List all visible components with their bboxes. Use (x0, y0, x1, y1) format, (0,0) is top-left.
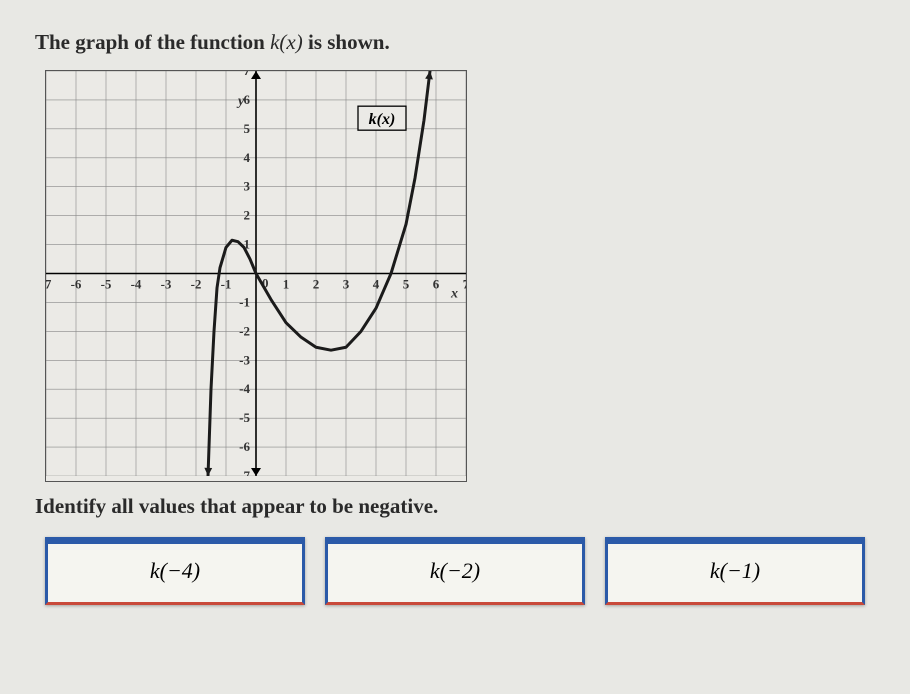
svg-text:5: 5 (403, 277, 410, 292)
svg-text:y: y (236, 94, 245, 109)
svg-text:-3: -3 (239, 352, 250, 367)
svg-text:-7: -7 (239, 468, 250, 476)
chart-svg: -7-6-5-4-3-2-101234567-7-6-5-4-3-2-11234… (46, 71, 466, 476)
answer-label: k(−1) (710, 558, 760, 583)
svg-text:5: 5 (244, 121, 251, 136)
svg-text:-3: -3 (161, 277, 172, 292)
svg-text:-5: -5 (101, 277, 112, 292)
svg-text:7: 7 (244, 71, 251, 78)
svg-text:-4: -4 (131, 277, 142, 292)
svg-text:-1: -1 (221, 277, 232, 292)
svg-text:7: 7 (463, 277, 466, 292)
answer-option-2[interactable]: k(−2) (325, 537, 585, 605)
answer-row: k(−4) k(−2) k(−1) (35, 537, 875, 605)
svg-text:-1: -1 (239, 294, 250, 309)
svg-text:3: 3 (244, 179, 251, 194)
prompt-post: is shown. (308, 30, 390, 54)
svg-text:6: 6 (433, 277, 440, 292)
svg-text:-6: -6 (71, 277, 82, 292)
instruction-text: Identify all values that appear to be ne… (35, 494, 875, 519)
svg-text:1: 1 (283, 277, 290, 292)
svg-text:-7: -7 (46, 277, 52, 292)
prompt-text: The graph of the function k(x) is shown. (35, 30, 875, 55)
answer-label: k(−2) (430, 558, 480, 583)
svg-text:-4: -4 (239, 381, 250, 396)
answer-option-1[interactable]: k(−4) (45, 537, 305, 605)
svg-text:6: 6 (244, 92, 251, 107)
prompt-pre: The graph of the function (35, 30, 265, 54)
svg-text:-6: -6 (239, 439, 250, 454)
svg-text:2: 2 (244, 208, 251, 223)
svg-text:3: 3 (343, 277, 350, 292)
answer-option-3[interactable]: k(−1) (605, 537, 865, 605)
svg-text:k(x): k(x) (369, 111, 396, 128)
svg-text:2: 2 (313, 277, 320, 292)
svg-text:4: 4 (373, 277, 380, 292)
svg-text:-5: -5 (239, 410, 250, 425)
svg-text:-2: -2 (239, 323, 250, 338)
svg-text:-2: -2 (191, 277, 202, 292)
function-graph: -7-6-5-4-3-2-101234567-7-6-5-4-3-2-11234… (45, 70, 467, 482)
svg-text:4: 4 (244, 150, 251, 165)
answer-label: k(−4) (150, 558, 200, 583)
prompt-func: k(x) (270, 30, 303, 54)
svg-text:x: x (450, 287, 458, 302)
